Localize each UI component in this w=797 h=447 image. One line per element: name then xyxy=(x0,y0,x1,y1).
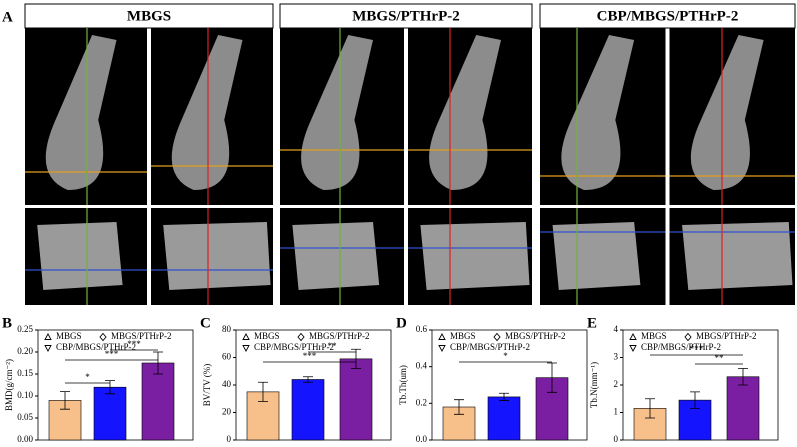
legend-symbol xyxy=(242,333,250,340)
legend-label: MBGS xyxy=(254,331,280,341)
error-bar xyxy=(454,399,464,415)
legend-label: CBP/MBGS/PTHrP-2 xyxy=(641,342,721,352)
bar xyxy=(141,362,175,441)
error-bar xyxy=(690,391,700,409)
significance-label: *** xyxy=(127,339,141,349)
error-bar xyxy=(351,348,361,369)
panel-label: B xyxy=(2,315,12,331)
y-tick-label: 0.20 xyxy=(17,346,33,356)
legend-symbol xyxy=(297,332,305,342)
legend-symbol xyxy=(438,345,446,352)
y-axis-label: BV/TV (%) xyxy=(202,364,212,407)
y-tick-label: 0.4 xyxy=(416,361,428,371)
legend-label: CBP/MBGS/PTHrP-2 xyxy=(450,342,530,352)
bar xyxy=(339,358,373,441)
legend-symbol xyxy=(242,345,250,352)
error-bar xyxy=(60,391,70,410)
bone xyxy=(561,35,635,190)
bone-section xyxy=(420,222,530,290)
charts: BBMD(g/cm⁻²)0.000.050.100.150.200.25MBGS… xyxy=(2,315,779,444)
legend-label: MBGS xyxy=(641,331,667,341)
panel-label: C xyxy=(200,315,211,331)
panel-title: MBGS xyxy=(127,8,171,24)
legend-label: MBGS xyxy=(56,331,82,341)
legend-label: MBGS/PTHrP-2 xyxy=(696,331,757,341)
y-tick-label: 0 xyxy=(227,434,232,444)
error-bar xyxy=(303,376,313,383)
error-bar xyxy=(547,362,557,393)
bar xyxy=(726,376,760,441)
significance-label: *** xyxy=(690,344,704,354)
bone xyxy=(45,35,117,190)
y-tick-label: 0.6 xyxy=(416,324,428,334)
panel-label: D xyxy=(396,315,407,331)
error-bar xyxy=(499,392,509,401)
legend-label: CBP/MBGS/PTHrP-2 xyxy=(254,342,334,352)
y-tick-label: 2 xyxy=(614,379,619,389)
bone xyxy=(171,35,243,190)
y-tick-label: 20 xyxy=(222,407,232,417)
significance-label: *** xyxy=(105,349,119,359)
y-tick-label: 0.2 xyxy=(416,397,427,407)
image-panels: MBGS MBGS/PTHrP-2 CBP/MBGS/PTHrP-2 xyxy=(24,3,796,305)
panel-title: CBP/MBGS/PTHrP-2 xyxy=(597,8,739,24)
legend-symbol xyxy=(438,333,446,340)
y-tick-label: 0.00 xyxy=(17,434,33,444)
y-tick-label: 0.15 xyxy=(17,368,33,378)
y-tick-label: 0.0 xyxy=(416,434,428,444)
error-bar xyxy=(738,368,748,386)
bone-section xyxy=(682,222,793,290)
error-bar xyxy=(258,381,268,402)
legend-label: MBGS/PTHrP-2 xyxy=(505,331,566,341)
legend-symbol xyxy=(629,345,637,352)
legend-label: MBGS xyxy=(450,331,476,341)
significance-label: * xyxy=(85,372,90,382)
legend-label: MBGS/PTHrP-2 xyxy=(111,331,172,341)
bone xyxy=(301,35,373,190)
bone xyxy=(429,35,501,190)
error-bar xyxy=(645,398,655,419)
bone-section xyxy=(292,222,380,290)
significance-label: *** xyxy=(303,351,317,361)
y-tick-label: 60 xyxy=(222,352,232,362)
y-tick-label: 0 xyxy=(614,434,619,444)
legend-symbol xyxy=(44,345,52,352)
bone xyxy=(690,35,764,190)
bone-section xyxy=(163,222,271,290)
bone-section xyxy=(37,222,123,290)
legend-symbol xyxy=(99,332,107,342)
panel-header xyxy=(539,3,796,29)
y-axis-label: Tb.Th(um) xyxy=(398,365,408,405)
y-tick-label: 0.05 xyxy=(17,412,33,422)
legend-symbol xyxy=(684,332,692,342)
bar xyxy=(487,396,521,441)
y-axis-label: BMD(g/cm⁻²) xyxy=(4,359,14,411)
legend-symbol xyxy=(44,333,52,340)
panel-header xyxy=(24,3,274,29)
bar xyxy=(93,386,127,441)
bone-section xyxy=(552,222,641,290)
bar xyxy=(291,379,325,441)
significance-label: * xyxy=(503,351,508,361)
panel-header xyxy=(279,3,533,29)
y-tick-label: 40 xyxy=(222,379,232,389)
figure-label: A xyxy=(2,9,13,25)
legend-label: CBP/MBGS/PTHrP-2 xyxy=(56,342,136,352)
panel-title: MBGS/PTHrP-2 xyxy=(352,8,460,24)
y-tick-label: 0.10 xyxy=(17,390,33,400)
y-axis-label: Tb.N(mm⁻¹) xyxy=(589,362,599,408)
y-tick-label: 0.25 xyxy=(17,324,33,334)
y-tick-label: 80 xyxy=(222,324,232,334)
significance-label: ** xyxy=(328,341,338,351)
panel-label: E xyxy=(587,315,597,331)
y-tick-label: 4 xyxy=(614,324,619,334)
legend-symbol xyxy=(493,332,501,342)
error-bar xyxy=(153,351,163,375)
y-tick-label: 1 xyxy=(614,407,619,417)
legend-label: MBGS/PTHrP-2 xyxy=(309,331,370,341)
y-tick-label: 3 xyxy=(614,352,619,362)
legend-symbol xyxy=(629,333,637,340)
significance-label: ** xyxy=(715,353,725,363)
